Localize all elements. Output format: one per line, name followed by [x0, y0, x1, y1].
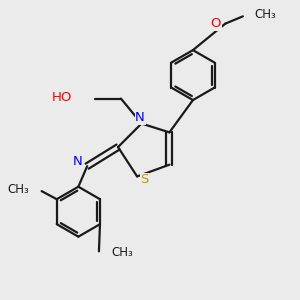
Text: N: N	[73, 155, 82, 168]
Text: CH₃: CH₃	[8, 183, 29, 196]
Text: N: N	[135, 111, 145, 124]
Text: O: O	[210, 17, 221, 30]
Text: CH₃: CH₃	[111, 246, 133, 259]
Text: S: S	[140, 173, 148, 187]
Text: HO: HO	[52, 91, 73, 103]
Text: CH₃: CH₃	[254, 8, 276, 21]
